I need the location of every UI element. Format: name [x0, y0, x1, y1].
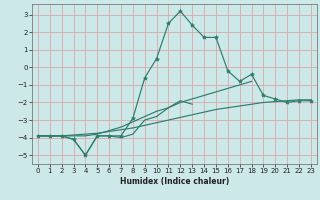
- X-axis label: Humidex (Indice chaleur): Humidex (Indice chaleur): [120, 177, 229, 186]
